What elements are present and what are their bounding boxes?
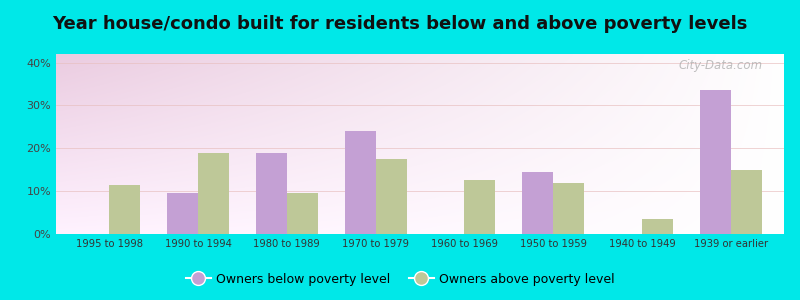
Bar [167, 193, 198, 234]
Bar [730, 170, 762, 234]
Bar [553, 183, 584, 234]
Bar [256, 153, 287, 234]
Bar [464, 180, 495, 234]
Bar [642, 219, 673, 234]
Bar [110, 185, 140, 234]
Bar [376, 159, 406, 234]
Bar [198, 153, 229, 234]
Bar [700, 90, 730, 234]
Legend: Owners below poverty level, Owners above poverty level: Owners below poverty level, Owners above… [181, 268, 619, 291]
Text: Year house/condo built for residents below and above poverty levels: Year house/condo built for residents bel… [52, 15, 748, 33]
Bar [522, 172, 553, 234]
Bar [345, 131, 376, 234]
Text: City-Data.com: City-Data.com [678, 59, 762, 72]
Bar [287, 193, 318, 234]
